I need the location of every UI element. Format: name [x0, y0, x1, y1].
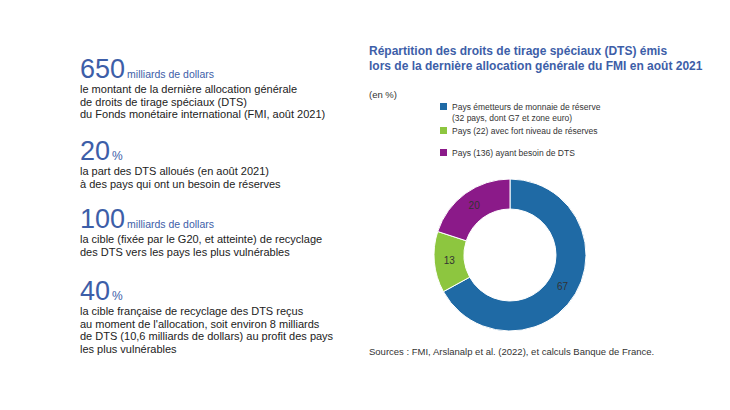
legend-swatch	[440, 103, 447, 110]
data-label: 13	[444, 255, 456, 266]
chart-title: lors de la dernière allocation générale …	[369, 59, 703, 73]
legend-label: Pays (136) ayant besoin de DTS	[452, 148, 575, 158]
figure-unit: milliards de dollars	[127, 68, 214, 80]
figure-unit: milliards de dollars	[127, 218, 214, 230]
figure-text: à des pays qui ont un besoin de réserves	[80, 178, 281, 190]
key-figure: 20% la part des DTS alloués (en août 2021…	[80, 136, 281, 190]
figure-text: la cible (fixée par le G20, et atteinte)…	[80, 233, 322, 245]
figure-value: 40	[80, 276, 110, 306]
key-figure: 40% la cible française de recyclage des D…	[80, 276, 334, 355]
figure-value: 650	[80, 54, 125, 84]
legend-swatch	[440, 149, 447, 156]
figure-text: du Fonds monétaire international (FMI, a…	[80, 108, 325, 120]
figure-text: le montant de la dernière allocation gén…	[80, 83, 297, 95]
key-figure: 650milliards de dollars le montant de la …	[80, 54, 325, 120]
figure-unit: %	[112, 289, 123, 303]
figure-text: les plus vulnérables	[80, 343, 177, 355]
figure-text: au moment de l'allocation, soit environ …	[80, 318, 320, 330]
legend-label: Pays émetteurs de monnaie de réserve(32 …	[452, 102, 601, 123]
legend-swatch	[440, 127, 447, 134]
key-figure: 100milliards de dollars la cible (fixée p…	[80, 204, 322, 258]
source: Sources : FMI, Arslanalp et al. (2022), …	[369, 346, 654, 357]
figure-value: 20	[80, 136, 110, 166]
figure-text: de DTS (10,6 milliards de dollars) au pr…	[80, 330, 334, 342]
donut-slice	[438, 179, 510, 241]
figure-value: 100	[80, 204, 125, 234]
donut	[434, 179, 586, 331]
figure-text: la cible française de recyclage des DTS …	[80, 305, 304, 317]
chart-title: Répartition des droits de tirage spéciau…	[369, 44, 667, 58]
canvas: 650milliards de dollarsle montant de la …	[0, 0, 730, 410]
data-label: 20	[469, 200, 481, 211]
figure-text: de droits de tirage spéciaux (DTS)	[80, 96, 247, 108]
data-label: 67	[557, 281, 569, 292]
figure-text: la part des DTS alloués (en août 2021)	[80, 165, 269, 177]
figure-unit: %	[112, 149, 123, 163]
legend-label: Pays (22) avec fort niveau de réserves	[452, 126, 598, 136]
chart-subtitle: (en %)	[369, 89, 397, 100]
figure-text: des DTS vers les pays les plus vulnérabl…	[80, 246, 290, 258]
legend: Pays émetteurs de monnaie de réserve(32 …	[440, 102, 601, 158]
